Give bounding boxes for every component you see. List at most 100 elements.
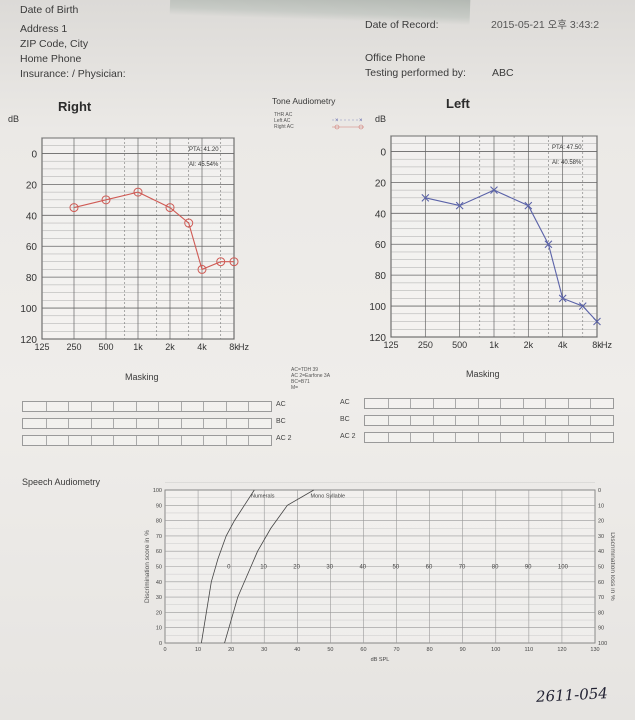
masking-cell-divider [522, 416, 524, 425]
date-of-record-label: Date of Record: [365, 19, 439, 31]
masking-cell-divider [567, 399, 569, 408]
threshold-point [133, 187, 143, 197]
tone-audiometry-title: Tone Audiometry [272, 96, 336, 106]
masking-cell-divider [248, 436, 250, 445]
speech-inner-tick: 70 [459, 565, 466, 571]
hz-axis-label: Hz [238, 342, 249, 352]
speech-y-tick: 50 [156, 565, 162, 571]
masking-cell-divider [387, 416, 389, 425]
speech-y2-tick: 90 [598, 626, 604, 632]
masking-cell-divider [567, 416, 569, 425]
masking-cell-divider [455, 399, 457, 408]
y-tick-label: 40 [26, 211, 38, 222]
masking-cell-divider [225, 436, 227, 445]
y-tick-label: 120 [20, 335, 37, 346]
x-tick-label: 125 [383, 340, 398, 350]
speech-inner-tick: 20 [293, 565, 300, 571]
speech-y2-tick: 20 [598, 519, 604, 525]
masking-cell-divider [387, 399, 389, 408]
y-tick-label: 120 [369, 333, 386, 344]
legend-left-ac: Left AC [274, 118, 291, 124]
speech-x-tick: 80 [427, 647, 433, 653]
speech-y-tick: 90 [156, 503, 162, 509]
speech-y-tick: 20 [156, 610, 162, 616]
masking-cell-divider [180, 402, 182, 411]
x-tick-label: 125 [34, 342, 49, 352]
masking-cell-divider [545, 416, 547, 425]
speech-y-tick: 70 [156, 534, 162, 540]
y-tick-label: 0 [380, 147, 386, 158]
mask-left-bc-label: BC [340, 416, 350, 423]
speech-x-tick: 50 [327, 647, 333, 653]
speech-inner-tick: 60 [426, 565, 433, 571]
speech-y-tick: 60 [156, 549, 162, 555]
masking-cell-divider [455, 416, 457, 425]
speech-x-tick: 70 [393, 647, 399, 653]
x-tick-label: 8k [229, 342, 239, 352]
speech-curve-label-mono-syllable: Mono Syllable [311, 494, 346, 500]
mask-right-ac-label: AC [276, 401, 286, 408]
speech-inner-tick: 40 [359, 565, 366, 571]
masking-cell-divider [410, 399, 412, 408]
x-tick-label: 500 [98, 342, 113, 352]
speech-curve-mono-syllable [224, 489, 315, 644]
speech-y-axis-label: Discrimination score in % [144, 530, 151, 603]
masking-cell-divider [590, 399, 592, 408]
threshold-point [216, 257, 226, 267]
speech-x-tick: 10 [195, 647, 201, 653]
threshold-point [578, 302, 587, 310]
masking-cell-divider [225, 419, 227, 428]
masking-cell-divider [248, 419, 250, 428]
masking-cell-divider [113, 436, 115, 445]
masking-cell-divider [45, 436, 47, 445]
threshold-point [593, 317, 601, 326]
masking-row [22, 435, 272, 446]
y-tick-label: 60 [26, 242, 38, 253]
masking-cell-divider [135, 436, 137, 445]
cross-stroke [524, 201, 533, 210]
speech-x-tick: 40 [294, 647, 300, 653]
speech-y2-tick: 70 [598, 595, 604, 601]
masking-cell-divider [68, 419, 70, 428]
threshold-point [455, 201, 464, 210]
speech-title: Speech Audiometry [22, 477, 101, 487]
masking-cell-divider [113, 419, 115, 428]
masking-cell-divider [590, 416, 592, 425]
threshold-line [73, 191, 234, 271]
speech-y2-tick: 30 [598, 534, 604, 540]
threshold-point [197, 264, 207, 274]
right-ear-title: Right [58, 99, 92, 114]
y-tick-label: 80 [26, 273, 38, 284]
masking-cell-divider [135, 402, 137, 411]
masking-cell-divider [158, 436, 160, 445]
masking-note-1: AC=TDH 39 [291, 367, 319, 373]
svg-text:×: × [335, 118, 339, 124]
masking-label-left: Masking [466, 369, 500, 379]
masking-cell-divider [180, 419, 182, 428]
masking-cell-divider [387, 433, 389, 442]
speech-y2-tick: 50 [598, 565, 604, 571]
speech-y2-tick: 100 [598, 641, 607, 647]
speech-inner-tick: 80 [492, 565, 499, 571]
masking-cell-divider [90, 419, 92, 428]
masking-cell-divider [500, 416, 502, 425]
masking-cell-divider [432, 416, 434, 425]
speech-x-tick: 30 [261, 647, 267, 653]
speech-curve-label-numerals: Numerals [251, 494, 275, 500]
y-tick-label: 80 [375, 271, 387, 282]
x-tick-label: 8k [592, 340, 602, 350]
masking-cell-divider [545, 399, 547, 408]
masking-cell-divider [500, 399, 502, 408]
threshold-point [544, 240, 553, 249]
speech-inner-tick: 50 [393, 565, 400, 571]
cross-stroke [544, 240, 553, 249]
masking-cell-divider [410, 433, 412, 442]
speech-curve-numerals [200, 489, 255, 644]
y-tick-label: 0 [31, 149, 37, 160]
pta-value: PTA: 47.50 [552, 145, 582, 151]
masking-cell-divider [545, 433, 547, 442]
speech-inner-tick: 30 [326, 565, 333, 571]
